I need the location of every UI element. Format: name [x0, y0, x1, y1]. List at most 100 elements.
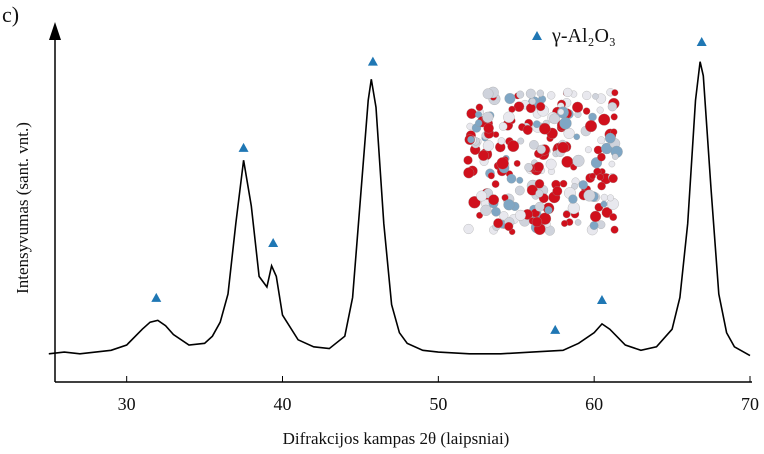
atom [608, 102, 617, 111]
atom [607, 195, 614, 202]
atom [468, 136, 475, 143]
atom [463, 168, 474, 179]
peak-marker [550, 325, 560, 334]
atom [514, 102, 524, 112]
atom [526, 103, 535, 112]
x-tick-label: 40 [274, 394, 292, 414]
atom [529, 98, 536, 105]
atom [532, 217, 542, 227]
atom [518, 138, 524, 144]
atom [597, 174, 604, 181]
atom [568, 202, 580, 214]
atom [537, 145, 546, 154]
x-axis-label: Difrakcijos kampas 2θ (laipsniai) [283, 429, 510, 448]
peak-marker [597, 295, 607, 304]
atom [598, 114, 610, 126]
atom [504, 222, 513, 231]
atom [582, 91, 591, 100]
atom [523, 125, 533, 135]
atom [594, 146, 602, 154]
atom [563, 88, 572, 97]
xrd-line [49, 62, 750, 356]
atom [612, 89, 619, 96]
chart: c) Difrakcijos kampas 2θ (laipsniai) Int… [0, 0, 764, 454]
atom [590, 173, 596, 179]
atom [535, 202, 544, 211]
atom [545, 206, 553, 214]
atom [546, 159, 557, 170]
atom [590, 211, 601, 222]
atom [464, 224, 474, 234]
atom [572, 102, 583, 113]
atom [558, 142, 569, 153]
atom [493, 218, 503, 228]
atom [488, 195, 499, 206]
atom [476, 104, 483, 111]
atom [585, 120, 597, 132]
atom [497, 157, 509, 169]
atom [488, 172, 495, 179]
atom [478, 150, 489, 161]
atom [610, 213, 617, 220]
atom [609, 174, 618, 183]
atom [536, 190, 544, 198]
atom [504, 199, 515, 210]
atom [574, 134, 580, 140]
y-axis-label: Intensyvumas (sant. vnt.) [13, 122, 32, 294]
atom [515, 210, 525, 220]
atom [515, 186, 524, 195]
x-tick-label: 50 [429, 394, 447, 414]
peak-marker [151, 293, 161, 302]
atom [491, 207, 500, 216]
atom [558, 109, 564, 115]
atom [579, 180, 588, 189]
atom [526, 89, 535, 98]
atom [573, 155, 585, 167]
atom [597, 153, 605, 161]
atom [499, 122, 507, 130]
y-axis-arrow [49, 22, 61, 40]
x-tick-label: 30 [118, 394, 136, 414]
atom [561, 220, 568, 227]
atom [609, 161, 615, 167]
atom [483, 140, 494, 151]
peak-marker [268, 238, 278, 247]
atom [598, 182, 606, 190]
atom [503, 112, 514, 123]
atom [516, 91, 524, 99]
atom [601, 201, 607, 207]
atom [534, 162, 544, 172]
atom [589, 113, 597, 121]
atom [547, 91, 555, 99]
atom [612, 154, 618, 160]
atom [484, 123, 494, 133]
panel-label: c) [2, 2, 19, 27]
atom [611, 114, 618, 121]
atom [480, 205, 491, 216]
peak-marker [368, 57, 378, 66]
atom [505, 93, 516, 104]
peak-marker [697, 37, 707, 46]
atom [524, 163, 532, 171]
legend-label: γ-Al₂O₃ [551, 25, 616, 47]
atom [592, 93, 598, 99]
atom [492, 180, 499, 187]
atom [605, 133, 615, 143]
crystal-structure-inset [463, 87, 622, 236]
atom [611, 226, 619, 234]
atom [476, 191, 486, 201]
atom [549, 114, 559, 124]
atom [583, 108, 590, 115]
atom [560, 117, 572, 129]
atom [569, 195, 578, 204]
atom [514, 160, 520, 166]
atom [508, 140, 519, 151]
atom [590, 221, 598, 229]
atom [483, 89, 493, 99]
atom [598, 136, 605, 143]
atom [475, 120, 482, 127]
atom [597, 107, 604, 114]
legend-marker [532, 31, 542, 40]
atom [536, 102, 545, 111]
atom [535, 179, 544, 188]
